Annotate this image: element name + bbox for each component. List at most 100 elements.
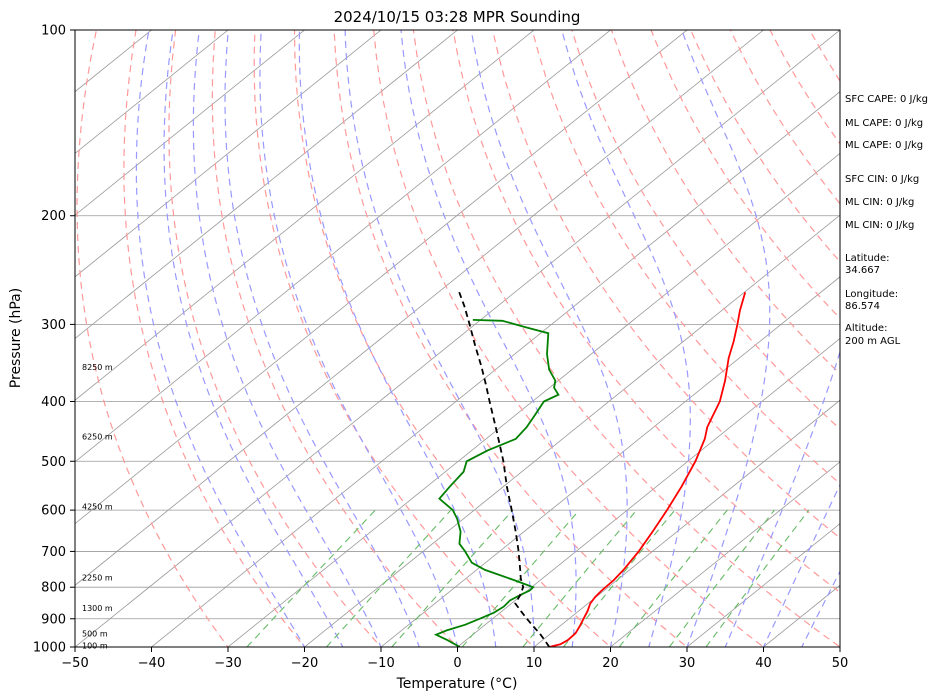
info-longitude-value: 86.574 (845, 301, 880, 312)
y-tick-label: 400 (41, 395, 66, 410)
chart-title: 2024/10/15 03:28 MPR Sounding (334, 8, 581, 26)
dry-adiabat-line (571, 30, 840, 430)
moist-adiabat-line (135, 30, 306, 647)
x-tick-label: −10 (367, 656, 394, 671)
height-label: 2250 m (82, 573, 113, 582)
info-ml-cape-2: ML CAPE: 0 J/kg (845, 140, 923, 151)
moist-adiabat-line (259, 30, 459, 647)
dry-adiabat-line (211, 30, 459, 647)
info-latitude-label: Latitude: (845, 253, 890, 264)
moist-adiabat-line (470, 30, 628, 647)
height-labels: 8250 m 6250 m 4250 m 2250 m 1300 m 500 m 100 m (82, 363, 113, 650)
mixing-ratio-line (391, 509, 514, 647)
profile-series-1 (433, 319, 560, 647)
isotherm-line (75, 30, 840, 647)
info-sfc-cape: SFC CAPE: 0 J/kg (845, 94, 928, 105)
dry-adiabat-line (333, 30, 688, 647)
info-longitude-label: Longitude: (845, 289, 898, 300)
dry-adiabat-line (293, 30, 612, 647)
moist-adiabat-line (224, 30, 420, 647)
mixing-ratio-line (522, 509, 638, 647)
isotherm-line (380, 276, 840, 647)
moist-adiabat-line (801, 570, 840, 647)
isotherm-line (900, 16, 947, 660)
y-tick-label: 700 (41, 545, 66, 560)
info-ml-cin-2: ML CIN: 0 J/kg (845, 220, 914, 231)
axis-ticks: −50 −40 −30 −20 −10 0 10 20 30 40 50 100 200 300 400 50… (33, 24, 848, 672)
height-label: 6250 m (82, 433, 113, 442)
dry-adiabat-line (123, 30, 306, 647)
y-tick-label: 500 (41, 455, 66, 470)
height-label: 4250 m (82, 503, 113, 512)
height-label: 500 m (82, 629, 108, 638)
x-tick-label: −20 (291, 656, 318, 671)
x-tick-label: −50 (61, 656, 88, 671)
mixing-ratio-line (705, 509, 810, 647)
height-label: 100 m (82, 642, 108, 651)
y-tick-label: 600 (41, 504, 66, 519)
y-tick-label: 100 (41, 24, 66, 39)
y-tick-label: 1000 (33, 641, 66, 656)
isotherm-line (75, 30, 688, 525)
moist-adiabat-line (561, 30, 691, 647)
moist-adiabat-line (163, 30, 344, 647)
info-altitude-label: Altitude: (845, 323, 887, 334)
dry-adiabat-line (373, 30, 765, 647)
dry-adiabat-line (76, 30, 229, 647)
info-ml-cin: ML CIN: 0 J/kg (845, 197, 914, 208)
dry-adiabat-line (168, 30, 382, 647)
moist-adiabat-line (681, 30, 771, 647)
x-tick-label: −30 (214, 656, 241, 671)
x-axis-title: Temperature (°C) (396, 676, 518, 692)
moist-adiabat-line (298, 30, 497, 647)
y-tick-label: 300 (41, 318, 66, 333)
height-label: 1300 m (82, 604, 113, 613)
mixing-ratio-line (618, 509, 728, 647)
dry-adiabat-line (531, 30, 840, 485)
y-tick-label: 200 (41, 209, 66, 224)
x-tick-label: 0 (453, 656, 461, 671)
isotherm-line (456, 337, 840, 647)
mixing-ratio-line (563, 509, 676, 647)
data-lines (433, 290, 747, 647)
isotherm-line (75, 30, 229, 154)
isotherm-line (75, 30, 306, 216)
height-label: 8250 m (82, 363, 113, 372)
x-tick-label: −40 (138, 656, 165, 671)
moist-adiabat-line (400, 30, 577, 647)
dry-adiabat-line (650, 30, 840, 320)
profile-series-0 (549, 291, 747, 647)
isotherm-line (686, 523, 840, 647)
x-tick-label: 40 (755, 656, 772, 671)
info-panel: SFC CAPE: 0 J/kg ML CAPE: 0 J/kg ML CAPE… (845, 94, 928, 347)
moist-adiabat-line (192, 30, 382, 647)
isotherm-line (75, 30, 765, 586)
dry-adiabat-line (452, 30, 840, 594)
mixing-ratio-line (668, 509, 775, 647)
isotherm-line (227, 152, 840, 647)
mixing-ratio-line (461, 509, 580, 647)
x-tick-label: 20 (602, 656, 619, 671)
x-tick-label: 50 (832, 656, 849, 671)
isotherm-line (75, 30, 382, 278)
info-latitude-value: 34.667 (845, 265, 880, 276)
y-tick-label: 900 (41, 612, 66, 627)
mixing-ratio-line (246, 509, 376, 647)
mixing-ratio-line (326, 509, 452, 647)
moist-adiabat-line (762, 483, 840, 647)
isotherm-line (609, 461, 840, 647)
x-tick-label: 30 (679, 656, 696, 671)
isotherm-line (150, 91, 840, 647)
dry-adiabat-line (929, 30, 947, 660)
profile-series-2 (457, 290, 551, 647)
y-tick-label: 800 (41, 581, 66, 596)
moist-adiabat-line (724, 30, 840, 647)
info-altitude-value: 200 m AGL (845, 336, 901, 347)
info-sfc-cin: SFC CIN: 0 J/kg (845, 174, 919, 185)
x-tick-label: 10 (526, 656, 543, 671)
isotherm-line (75, 30, 612, 463)
dry-adiabat-line (253, 30, 535, 647)
background-lines (75, 16, 947, 660)
isotherm-line (303, 214, 840, 647)
